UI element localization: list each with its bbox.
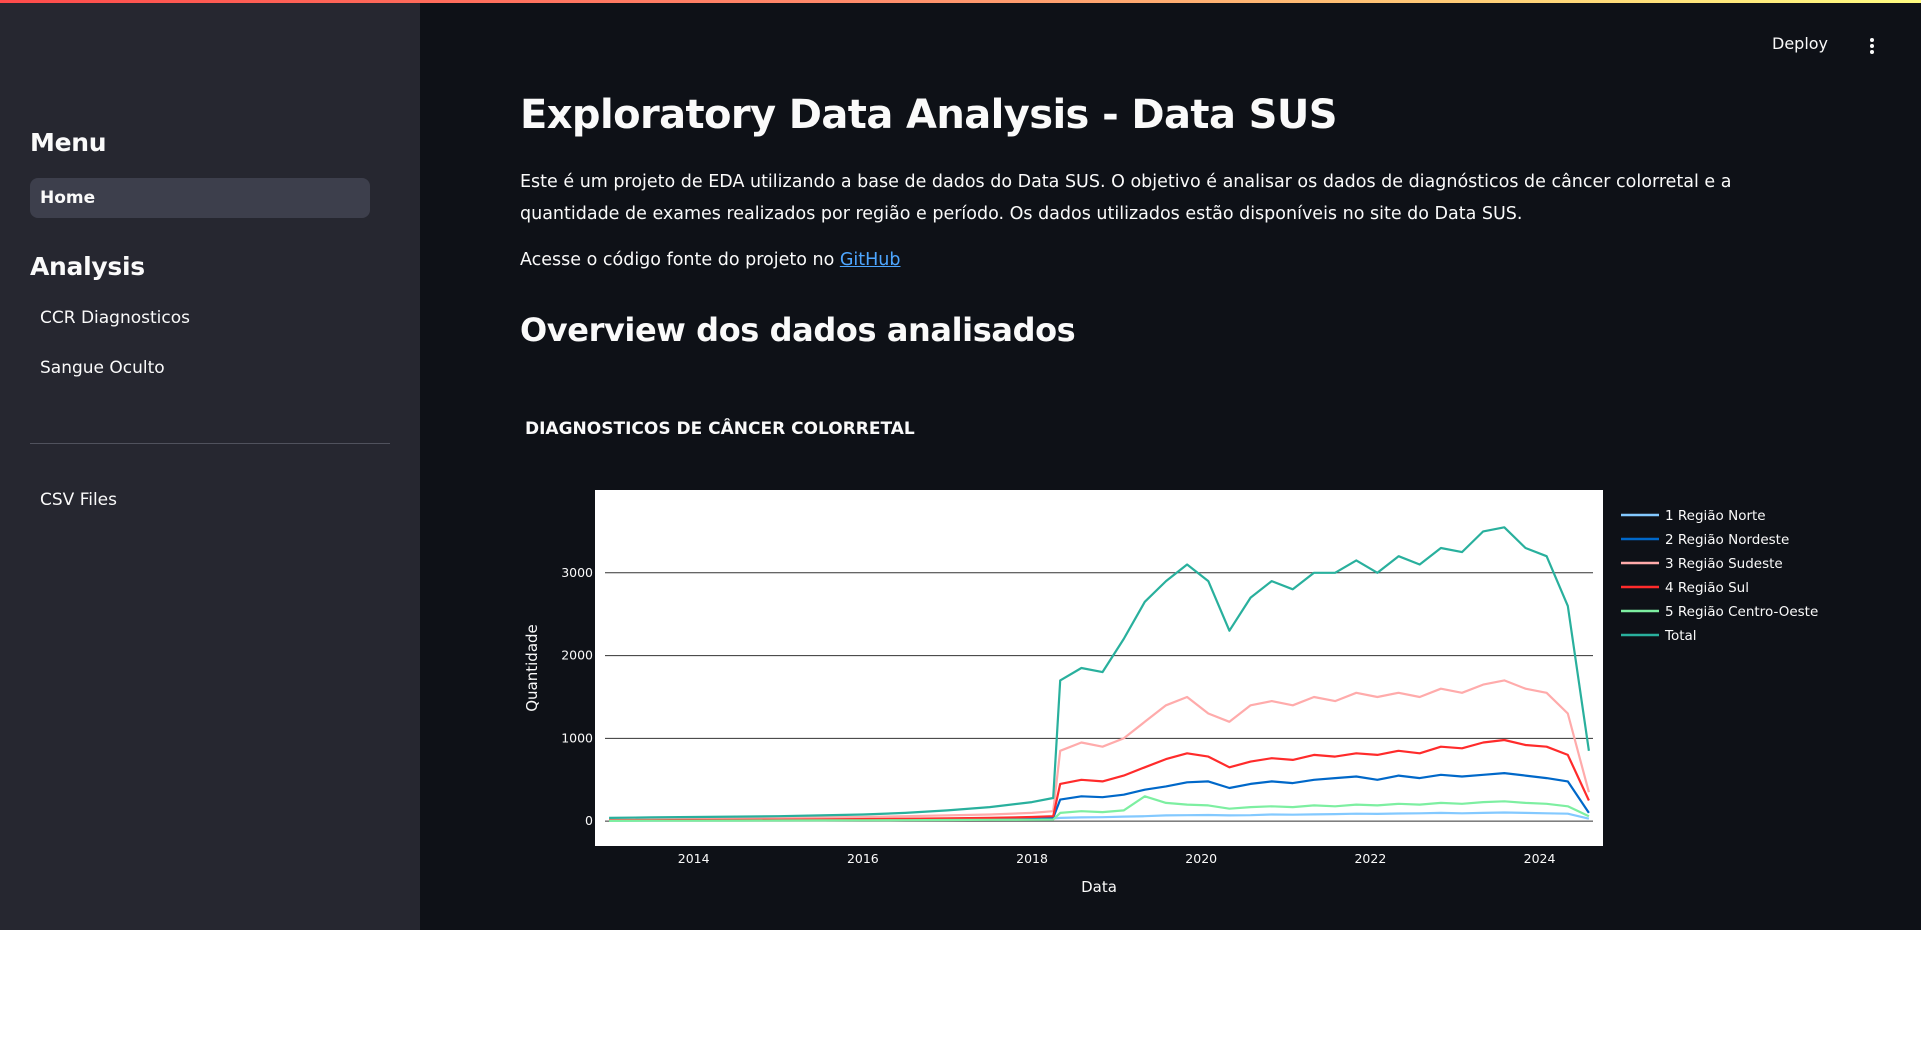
sidebar-item-sangue-oculto[interactable]: Sangue Oculto [40,358,165,378]
chart-title: DIAGNOSTICOS DE CÂNCER COLORRETAL [525,417,915,439]
legend-item-label: 4 Região Sul [1665,580,1749,596]
y-tick-label: 0 [585,813,593,828]
series-line-4 [609,738,1590,822]
source-prefix: Acesse o código fonte do projeto no [520,250,840,270]
section-title: Overview dos dados analisados [520,311,1076,349]
legend-item-label: 2 Região Nordeste [1665,532,1789,548]
more-options-icon[interactable] [1862,32,1882,60]
sidebar-analysis-heading: Analysis [30,252,145,281]
x-tick-label: 2024 [1524,851,1556,866]
top-decoration-bar [0,0,1921,3]
x-tick-label: 2020 [1185,851,1217,866]
y-tick-label: 2000 [561,648,593,663]
sidebar-menu-heading: Menu [30,128,107,157]
sidebar-item-ccr-diagnosticos[interactable]: CCR Diagnosticos [40,308,191,328]
series-line-3 [609,679,1590,821]
y-tick-label: 3000 [561,565,593,580]
y-axis-label: Quantidade [523,624,541,712]
x-tick-label: 2014 [678,851,710,866]
x-tick-label: 2018 [1016,851,1048,866]
legend-item-label: Total [1664,628,1697,644]
x-tick-label: 2022 [1354,851,1386,866]
sidebar-divider [30,443,390,444]
intro-paragraph: Este é um projeto de EDA utilizando a ba… [520,172,1732,224]
sidebar-item-csv-files[interactable]: CSV Files [40,490,117,510]
x-axis-label: Data [1081,878,1117,896]
plot-area [595,490,1603,846]
app-root: Menu Home Analysis CCR Diagnosticos Sang… [0,0,1921,930]
y-tick-label: 1000 [561,730,593,745]
sidebar-item-home[interactable]: Home [30,178,370,218]
series-line-5 [609,795,1590,822]
deploy-button[interactable]: Deploy [1772,34,1829,53]
source-line: Acesse o código fonte do projeto no GitH… [520,250,901,270]
legend-item-label: 1 Região Norte [1665,508,1766,524]
line-chart[interactable]: DIAGNOSTICOS DE CÂNCER COLORRETAL 0 1000 20… [520,410,1820,910]
x-tick-label: 2016 [847,851,879,866]
legend-item-label: 3 Região Sudeste [1665,556,1783,572]
legend-item-label: 5 Região Centro-Oeste [1665,604,1818,620]
chart-container: DIAGNOSTICOS DE CÂNCER COLORRETAL 0 1000 20… [520,410,1820,910]
github-link[interactable]: GitHub [839,250,901,270]
page-title: Exploratory Data Analysis - Data SUS [520,92,1338,138]
sidebar: Menu Home Analysis CCR Diagnosticos Sang… [0,0,420,930]
series-line-6 [609,526,1590,819]
